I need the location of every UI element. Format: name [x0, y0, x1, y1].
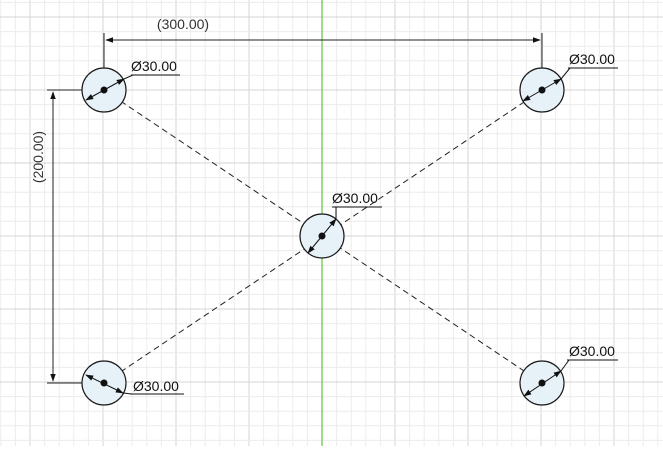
diameter-arrow	[307, 218, 337, 254]
horizontal-dimension-label[interactable]: (300.00)	[157, 16, 209, 32]
diameter-arrow	[85, 374, 124, 394]
diameter-label[interactable]: Ø30.00	[332, 190, 378, 206]
diameter-leader	[123, 74, 134, 80]
hole-center[interactable]: Ø30.00	[299, 190, 382, 259]
horizontal-dimension[interactable]: (300.00)	[103, 16, 543, 68]
diameter-arrow	[523, 370, 562, 397]
diameter-label[interactable]: Ø30.00	[569, 51, 615, 67]
diameter-arrow	[522, 78, 562, 102]
diameter-label[interactable]: Ø30.00	[131, 58, 177, 74]
diameter-leader	[560, 359, 570, 372]
diameter-label[interactable]: Ø30.00	[569, 343, 615, 359]
diameter-arrow	[85, 78, 125, 101]
hole-top-right[interactable]: Ø30.00	[519, 51, 618, 113]
hole-top-left[interactable]: Ø30.00	[81, 58, 180, 113]
vertical-dimension[interactable]: (200.00)	[30, 89, 82, 384]
diameter-label[interactable]: Ø30.00	[133, 378, 179, 394]
diameter-leader	[560, 67, 571, 80]
hole-bottom-right[interactable]: Ø30.00	[519, 343, 618, 406]
hole-bottom-left[interactable]: Ø30.00	[81, 360, 184, 406]
vertical-dimension-label[interactable]: (200.00)	[30, 131, 46, 183]
